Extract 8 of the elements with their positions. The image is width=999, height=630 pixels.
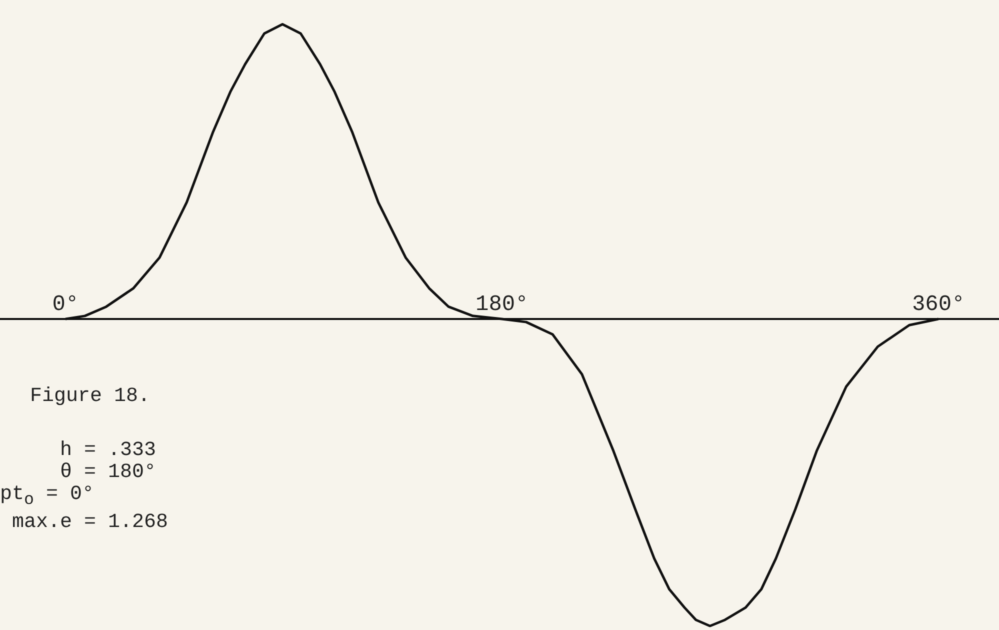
text: Figure 18. [30,385,150,408]
annotation: θ = 180° [59,461,158,484]
annotation: h = .333 [59,439,158,462]
annotation: max.e = 1.268 [11,511,170,534]
x-tick-label: 360° [912,292,965,317]
x-tick-label: 0° [52,292,79,317]
x-tick-label: 180° [476,292,528,317]
annotation: pt$_{o}$ = 0° [0,483,96,512]
